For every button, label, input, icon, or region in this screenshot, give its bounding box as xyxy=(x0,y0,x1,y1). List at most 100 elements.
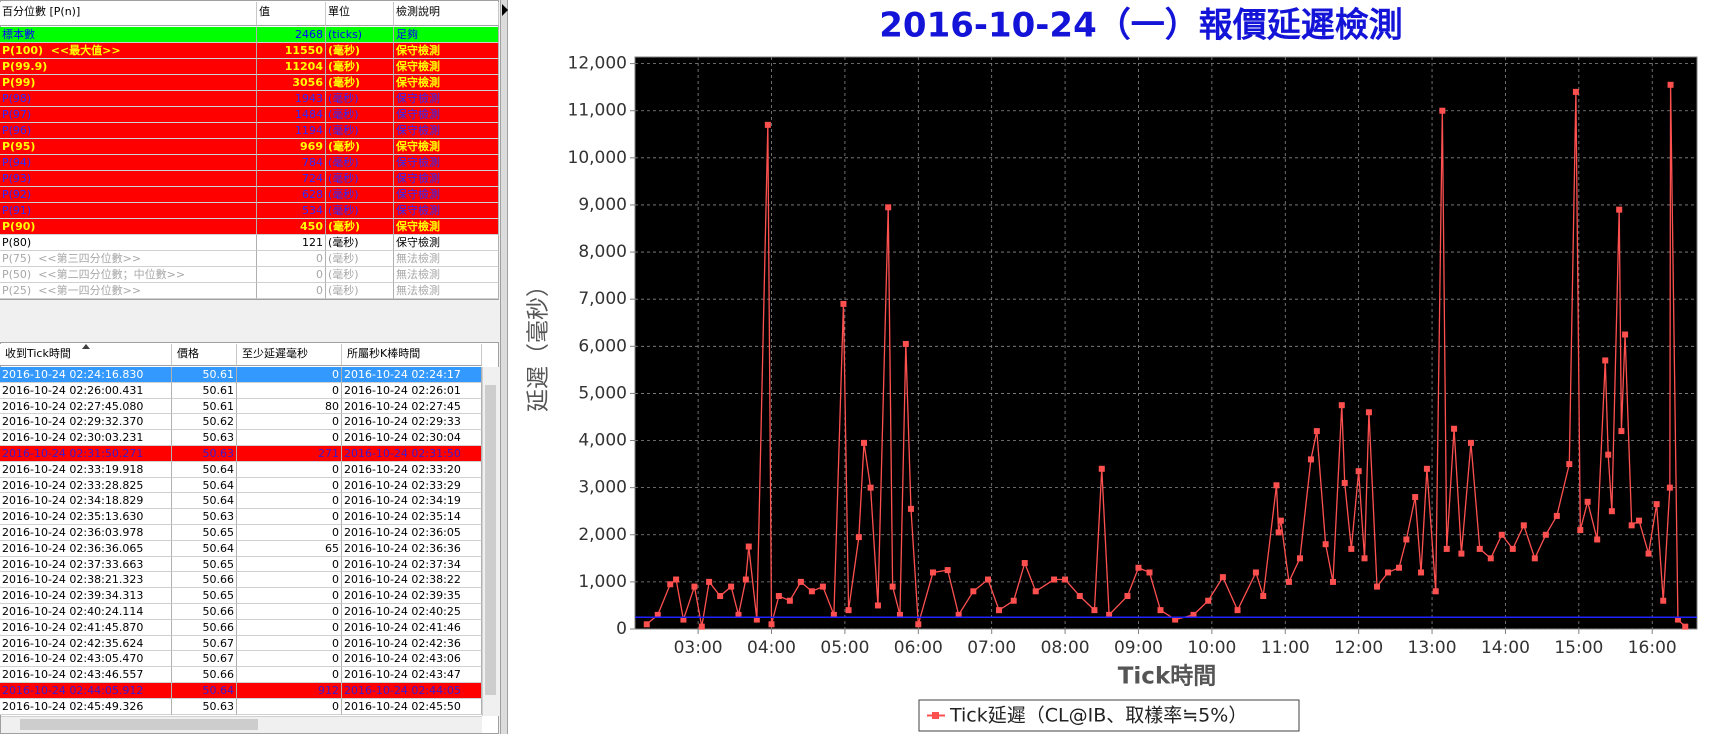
table-cell[interactable]: 2016-10-24 02:41:46 xyxy=(342,619,482,636)
table-cell[interactable]: 0 xyxy=(237,588,342,604)
table-cell[interactable]: 2016-10-24 02:40:25 xyxy=(342,604,482,620)
table-cell[interactable]: 50.65 xyxy=(172,588,237,604)
scroll-thumb[interactable] xyxy=(485,385,496,695)
table-cell[interactable]: 50.64 xyxy=(172,540,237,557)
table-cell[interactable]: 2016-10-24 02:39:34.313 xyxy=(0,588,172,604)
table-cell[interactable]: 50.61 xyxy=(172,398,237,415)
table-cell[interactable]: 50.61 xyxy=(172,367,237,383)
table-cell[interactable]: 50.64 xyxy=(172,683,237,699)
table-cell[interactable]: 2016-10-24 02:37:34 xyxy=(342,556,482,573)
table-cell[interactable]: 50.63 xyxy=(172,698,237,715)
table-cell[interactable]: 50.63 xyxy=(172,446,237,462)
table-cell[interactable]: 2016-10-24 02:43:47 xyxy=(342,667,482,683)
table-cell[interactable]: 2016-10-24 02:36:36 xyxy=(342,540,482,557)
table-cell[interactable]: 2016-10-24 02:26:01 xyxy=(342,382,482,399)
table-cell[interactable]: 50.65 xyxy=(172,525,237,541)
table-cell[interactable]: 2016-10-24 02:26:00.431 xyxy=(0,382,172,399)
table-cell[interactable]: 2016-10-24 02:29:32.370 xyxy=(0,414,172,431)
table-cell[interactable]: 2016-10-24 02:41:45.870 xyxy=(0,619,172,636)
column-header[interactable]: 單位 xyxy=(326,2,394,26)
table-cell[interactable]: 0 xyxy=(237,635,342,652)
table-cell[interactable]: 2016-10-24 02:30:03.231 xyxy=(0,430,172,446)
table-cell[interactable]: 2016-10-24 02:43:05.470 xyxy=(0,651,172,668)
scroll-thumb[interactable] xyxy=(20,719,258,730)
table-cell[interactable]: 271 xyxy=(237,446,342,462)
table-cell[interactable]: 2016-10-24 02:42:36 xyxy=(342,635,482,652)
table-cell[interactable]: 2016-10-24 02:33:20 xyxy=(342,461,482,478)
table-cell[interactable]: 50.67 xyxy=(172,635,237,652)
table-cell[interactable]: 0 xyxy=(237,493,342,510)
table-cell[interactable]: 2016-10-24 02:35:14 xyxy=(342,509,482,525)
table-cell[interactable]: 2016-10-24 02:34:18.829 xyxy=(0,493,172,510)
collapse-arrow[interactable] xyxy=(501,0,509,20)
table-cell[interactable]: 2016-10-24 02:27:45 xyxy=(342,398,482,415)
table-cell[interactable]: 2016-10-24 02:31:50.271 xyxy=(0,446,172,462)
table-cell[interactable]: 0 xyxy=(237,461,342,478)
table-cell[interactable]: 2016-10-24 02:45:50 xyxy=(342,698,482,715)
table-cell[interactable]: 2016-10-24 02:35:13.630 xyxy=(0,509,172,525)
table-cell[interactable]: 0 xyxy=(237,698,342,715)
table-cell[interactable]: 2016-10-24 02:33:19.918 xyxy=(0,461,172,478)
table-cell[interactable]: 50.63 xyxy=(172,430,237,446)
table-cell[interactable]: 50.64 xyxy=(172,461,237,478)
table-cell[interactable]: 2016-10-24 02:39:35 xyxy=(342,588,482,604)
column-header[interactable]: 至少延遲毫秒 xyxy=(237,344,342,366)
table-cell[interactable]: 2016-10-24 02:38:22 xyxy=(342,572,482,589)
table-cell[interactable]: 0 xyxy=(237,556,342,573)
column-header[interactable]: 所屬秒K棒時間 xyxy=(342,344,482,366)
table-cell[interactable]: 0 xyxy=(237,414,342,431)
table-cell[interactable]: 50.66 xyxy=(172,604,237,620)
table-cell[interactable]: 65 xyxy=(237,540,342,557)
table-cell[interactable]: 50.66 xyxy=(172,572,237,589)
table-cell[interactable]: 0 xyxy=(237,430,342,446)
table-cell[interactable]: 2016-10-24 02:31:50 xyxy=(342,446,482,462)
table-cell[interactable]: 2016-10-24 02:27:45.080 xyxy=(0,398,172,415)
table-cell[interactable]: 2016-10-24 02:40:24.114 xyxy=(0,604,172,620)
table-cell[interactable]: 0 xyxy=(237,667,342,683)
column-header[interactable]: 收到Tick時間 xyxy=(0,344,172,366)
table-cell[interactable]: 2016-10-24 02:38:21.323 xyxy=(0,572,172,589)
table-cell[interactable]: 0 xyxy=(237,477,342,494)
table-cell[interactable]: 2016-10-24 02:45:49.326 xyxy=(0,698,172,715)
table-cell[interactable]: 50.67 xyxy=(172,651,237,668)
table-cell[interactable]: 2016-10-24 02:34:19 xyxy=(342,493,482,510)
table-cell[interactable]: 0 xyxy=(237,382,342,399)
table-cell[interactable]: 0 xyxy=(237,367,342,383)
table-cell[interactable]: 2016-10-24 02:44:05.912 xyxy=(0,683,172,699)
table-cell[interactable]: 2016-10-24 02:36:36.065 xyxy=(0,540,172,557)
table-cell[interactable]: 0 xyxy=(237,525,342,541)
table-cell[interactable]: 50.65 xyxy=(172,556,237,573)
column-header[interactable]: 檢測說明 xyxy=(394,2,499,26)
table-cell[interactable]: 912 xyxy=(237,683,342,699)
table-cell[interactable]: 0 xyxy=(237,604,342,620)
table-cell[interactable]: 2016-10-24 02:29:33 xyxy=(342,414,482,431)
table-cell[interactable]: 50.64 xyxy=(172,477,237,494)
column-header[interactable]: 值 xyxy=(257,2,326,26)
table-cell[interactable]: 50.62 xyxy=(172,414,237,431)
table-cell[interactable]: 0 xyxy=(237,572,342,589)
table-cell[interactable]: 2016-10-24 02:36:05 xyxy=(342,525,482,541)
table-cell[interactable]: 2016-10-24 02:36:03.978 xyxy=(0,525,172,541)
table-cell[interactable]: 2016-10-24 02:33:28.825 xyxy=(0,477,172,494)
table-cell[interactable]: 2016-10-24 02:37:33.663 xyxy=(0,556,172,573)
table-cell[interactable]: 2016-10-24 02:24:17 xyxy=(342,367,482,383)
table-cell[interactable]: 2016-10-24 02:33:29 xyxy=(342,477,482,494)
splitter[interactable] xyxy=(500,0,508,734)
table-cell[interactable]: 50.64 xyxy=(172,493,237,510)
table-cell[interactable]: 2016-10-24 02:43:06 xyxy=(342,651,482,668)
table-cell[interactable]: 80 xyxy=(237,398,342,415)
table-cell[interactable]: 2016-10-24 02:30:04 xyxy=(342,430,482,446)
table-cell[interactable]: 0 xyxy=(237,619,342,636)
column-header[interactable]: 價格 xyxy=(172,344,237,366)
table-cell[interactable]: 50.63 xyxy=(172,509,237,525)
table-cell[interactable]: 2016-10-24 02:44:05 xyxy=(342,683,482,699)
table-cell[interactable]: 50.61 xyxy=(172,382,237,399)
table-cell[interactable]: 0 xyxy=(237,509,342,525)
table-cell[interactable]: 2016-10-24 02:43:46.557 xyxy=(0,667,172,683)
column-header[interactable]: 百分位數 [P(n)] xyxy=(0,2,257,26)
table-cell[interactable]: 2016-10-24 02:42:35.624 xyxy=(0,635,172,652)
table-cell[interactable]: 50.66 xyxy=(172,667,237,683)
table-cell[interactable]: 2016-10-24 02:24:16.830 xyxy=(0,367,172,383)
table-cell[interactable]: 0 xyxy=(237,651,342,668)
table-cell[interactable]: 50.66 xyxy=(172,619,237,636)
